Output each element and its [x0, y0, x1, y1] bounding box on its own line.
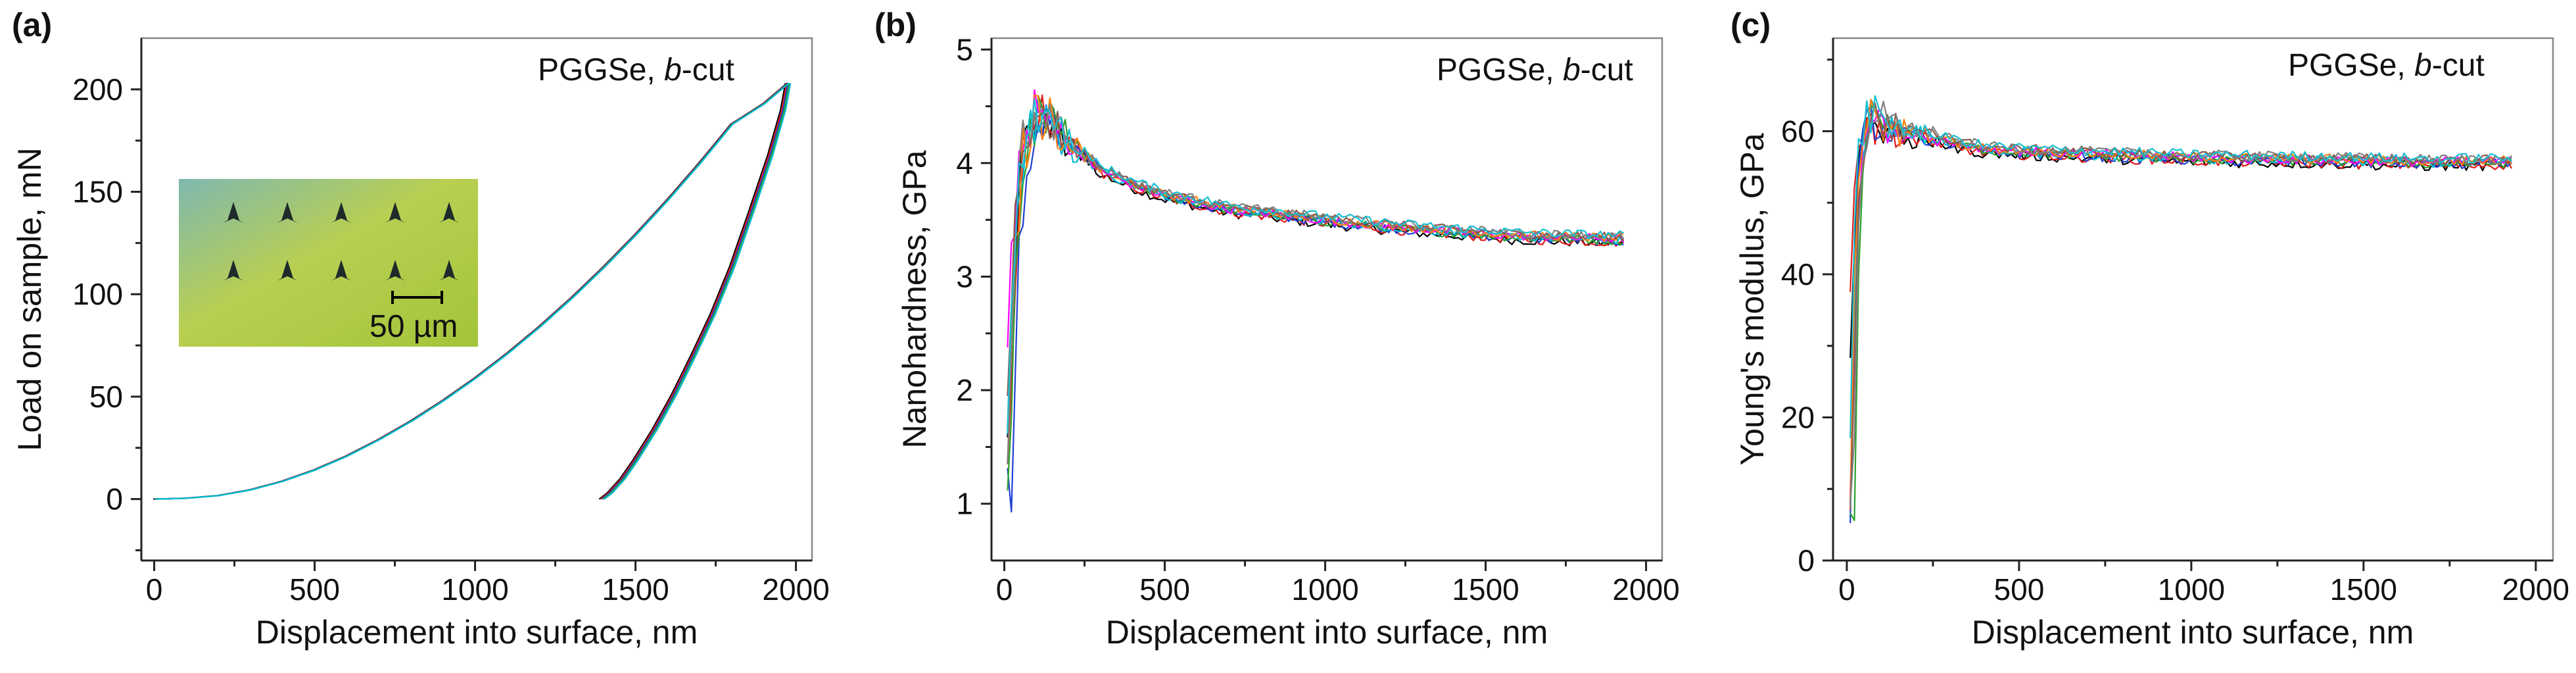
panel-c-label: (c) — [1730, 7, 1771, 43]
panel-a-label: (a) — [12, 7, 52, 43]
x-tick-label: 0 — [996, 572, 1013, 607]
series-line-run-2 — [1849, 112, 2513, 292]
series-line-run-1 — [1007, 96, 1624, 438]
y-tick-label: 3 — [956, 259, 973, 293]
panel-c-ylabel: Young's modulus, GPa — [1734, 133, 1771, 465]
y-tick-label: 50 — [89, 380, 123, 414]
indent-mark — [223, 202, 244, 223]
y-tick-label: 60 — [1781, 114, 1815, 148]
x-tick-label: 500 — [1994, 572, 2045, 607]
series-line-unloading — [604, 83, 792, 500]
y-tick-label: 100 — [72, 277, 123, 311]
x-tick-label: 1000 — [1291, 572, 1358, 607]
y-tick-label: 200 — [72, 72, 123, 107]
micrograph-inset: 50 µm — [179, 179, 478, 347]
series-line-run-10 — [1849, 95, 2512, 439]
series-line-run-8 — [1007, 111, 1625, 397]
panel-a: (a) 0 500 1000 1500 2000 0 50 100 150 200 50 µm P… — [11, 7, 830, 651]
micrograph-image — [179, 179, 478, 347]
series-line-unloading — [600, 83, 788, 500]
y-tick-label: 5 — [956, 32, 973, 66]
panel-b-ylabel: Nanohardness, GPa — [896, 150, 933, 448]
indent-mark — [331, 260, 352, 281]
indent-mark — [385, 202, 406, 223]
scale-bar-label: 50 µm — [370, 309, 458, 344]
panel-a-series — [153, 82, 792, 500]
x-tick-label: 1500 — [1452, 572, 1519, 607]
x-tick-label: 2000 — [1612, 572, 1679, 607]
y-tick-label: 0 — [1798, 543, 1815, 578]
series-line-run-5 — [1007, 98, 1625, 434]
panel-c-series — [1849, 95, 2513, 524]
panel-b-series — [1007, 89, 1625, 513]
x-tick-label: 1500 — [2330, 572, 2397, 607]
series-line-run-10 — [1007, 98, 1624, 430]
indent-mark — [385, 260, 406, 281]
series-line-run-4 — [1849, 104, 2512, 521]
series-line-run-4 — [1007, 95, 1625, 491]
panel-b-ticks: 0 500 1000 1500 2000 1 2 3 4 5 — [956, 32, 1679, 607]
panel-a-annotation: PGGSe, b-cut — [538, 53, 734, 87]
panel-a-xlabel: Displacement into surface, nm — [256, 614, 698, 651]
x-tick-label: 500 — [289, 572, 340, 607]
indent-mark — [277, 260, 298, 281]
series-line-run-2 — [1007, 94, 1625, 462]
x-tick-label: 0 — [146, 572, 163, 607]
y-tick-label: 0 — [106, 482, 123, 516]
x-tick-label: 1500 — [602, 572, 669, 607]
series-line-loading — [155, 82, 790, 500]
y-tick-label: 150 — [72, 175, 123, 209]
series-line-unloading — [601, 83, 789, 500]
panel-a-ticks: 0 500 1000 1500 2000 0 50 100 150 200 — [72, 72, 830, 607]
panel-b-label: (b) — [874, 7, 917, 43]
series-line-run-6 — [1849, 108, 2512, 495]
panel-c-xlabel: Displacement into surface, nm — [1972, 614, 2414, 651]
series-line-run-7 — [1007, 94, 1624, 429]
x-tick-label: 500 — [1139, 572, 1190, 607]
indent-mark — [277, 202, 298, 223]
indent-mark — [331, 202, 352, 223]
indent-array — [223, 202, 460, 281]
series-line-run-3 — [1849, 106, 2512, 524]
panel-c: (c) 0 500 1000 1500 2000 0 20 40 60 PGGSe, b-cut… — [1730, 7, 2569, 651]
panel-b-frame — [990, 37, 1663, 562]
y-tick-label: 4 — [956, 146, 973, 180]
x-tick-label: 2000 — [2502, 572, 2569, 607]
indent-mark — [223, 260, 244, 281]
panel-c-frame — [1832, 37, 2554, 562]
panel-a-ylabel: Load on sample, mN — [11, 147, 48, 451]
panel-b-xlabel: Displacement into surface, nm — [1106, 614, 1548, 651]
y-tick-label: 2 — [956, 373, 973, 407]
x-tick-label: 2000 — [762, 572, 829, 607]
indent-mark — [439, 260, 460, 281]
series-line-unloading — [598, 83, 786, 500]
y-tick-label: 40 — [1781, 257, 1815, 291]
y-tick-label: 1 — [956, 487, 973, 521]
x-tick-label: 1000 — [441, 572, 508, 607]
panel-c-ticks: 0 500 1000 1500 2000 0 20 40 60 — [1781, 59, 2569, 607]
series-line-run-9 — [1007, 103, 1625, 464]
x-tick-label: 1000 — [2158, 572, 2225, 607]
y-tick-label: 20 — [1781, 400, 1815, 434]
panel-b: (b) 0 500 1000 1500 2000 1 2 3 4 5 PGGSe, b-cut D… — [874, 7, 1680, 651]
x-tick-label: 0 — [1838, 572, 1855, 607]
indent-mark — [439, 202, 460, 223]
series-line-unloading — [602, 83, 790, 500]
panel-b-annotation: PGGSe, b-cut — [1437, 53, 1633, 87]
series-line-run-8 — [1849, 103, 2512, 511]
panel-c-annotation: PGGSe, b-cut — [2288, 48, 2485, 83]
